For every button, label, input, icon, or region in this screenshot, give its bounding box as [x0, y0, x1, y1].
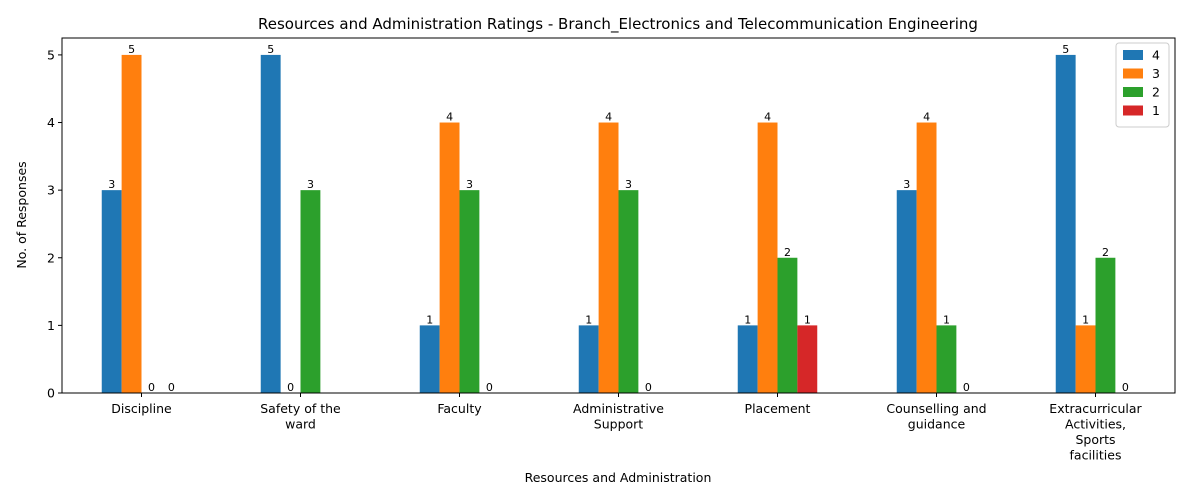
y-tick-label: 0: [47, 386, 55, 401]
data-label: 3: [307, 178, 314, 191]
data-label: 2: [1102, 246, 1109, 259]
x-axis-label: Resources and Administration: [525, 470, 712, 485]
data-label: 2: [784, 246, 791, 259]
bar-4-4: [578, 325, 599, 393]
legend-label-1: 1: [1152, 103, 1160, 118]
data-label: 1: [426, 313, 433, 326]
data-label: 1: [943, 313, 950, 326]
x-tick-label: Support: [594, 417, 644, 432]
data-label: 0: [486, 381, 493, 394]
data-label: 1: [585, 313, 592, 326]
x-tick-label: Placement: [745, 401, 811, 416]
chart-title: Resources and Administration Ratings - B…: [258, 15, 978, 34]
bar-4-5: [737, 325, 758, 393]
data-label: 1: [744, 313, 751, 326]
legend-label-2: 2: [1152, 85, 1160, 100]
bar-3-4: [598, 122, 619, 394]
x-tick-label: ward: [285, 417, 316, 432]
x-tick-label: facilities: [1070, 448, 1122, 463]
x-tick-label: Extracurricular: [1049, 401, 1142, 416]
data-label: 5: [128, 43, 135, 56]
bar-2-3: [459, 190, 480, 393]
legend-swatch-2: [1123, 87, 1143, 97]
y-axis-label: No. of Responses: [14, 161, 29, 268]
data-label: 4: [605, 111, 612, 124]
bar-4-2: [260, 54, 281, 394]
bar-3-5: [757, 122, 778, 394]
legend-label-3: 3: [1152, 66, 1160, 81]
x-tick-label: Sports: [1075, 432, 1115, 447]
legend-swatch-3: [1123, 68, 1143, 79]
data-label: 0: [168, 381, 175, 394]
bar-4-6: [896, 190, 917, 393]
x-tick-label: Faculty: [437, 401, 482, 416]
y-tick-label: 3: [47, 183, 55, 198]
legend: 4 3 2 1: [1115, 42, 1170, 128]
x-tick-label: Activities,: [1065, 417, 1126, 432]
x-tick-label: Safety of the: [260, 401, 341, 416]
bar-3-7: [1075, 325, 1096, 393]
data-label: 1: [1082, 313, 1089, 326]
data-label: 4: [446, 111, 453, 124]
x-tick-label: Administrative: [573, 401, 664, 416]
y-tick-label: 5: [47, 47, 55, 62]
x-tick-label: Counselling and: [886, 401, 986, 416]
y-tick-label: 4: [47, 115, 55, 130]
bar-1-5: [797, 325, 818, 393]
data-label: 0: [287, 381, 294, 394]
legend-swatch-1: [1123, 105, 1143, 116]
y-axis: 0 1 2 3 4 5: [47, 47, 62, 401]
bar-4-1: [101, 190, 122, 393]
x-tick-label: guidance: [908, 417, 966, 432]
data-label: 1: [804, 313, 811, 326]
data-label: 4: [764, 111, 771, 124]
bar-4-7: [1055, 54, 1076, 394]
data-label: 4: [923, 111, 930, 124]
data-label: 0: [148, 381, 155, 394]
bar-3-6: [916, 122, 937, 394]
legend-swatch-4: [1123, 50, 1143, 60]
data-label: 0: [1122, 381, 1129, 394]
data-label: 3: [625, 178, 632, 191]
legend-label-4: 4: [1152, 48, 1160, 63]
data-label: 5: [267, 43, 274, 56]
bar-2-6: [936, 325, 957, 393]
data-label: 5: [1062, 43, 1069, 56]
data-label: 3: [903, 178, 910, 191]
bar-3-3: [439, 122, 460, 394]
data-label: 0: [645, 381, 652, 394]
y-tick-label: 1: [47, 318, 55, 333]
bar-3-1: [121, 54, 142, 394]
bar-2-5: [777, 257, 798, 393]
data-label: 3: [466, 178, 473, 191]
bar-2-7: [1095, 257, 1116, 393]
bar-2-4: [618, 190, 639, 393]
y-tick-label: 2: [47, 250, 55, 265]
bar-4-3: [419, 325, 440, 393]
data-label: 0: [963, 381, 970, 394]
x-tick-label: Discipline: [111, 401, 172, 416]
bar-2-2: [300, 190, 321, 393]
data-label: 3: [108, 178, 115, 191]
